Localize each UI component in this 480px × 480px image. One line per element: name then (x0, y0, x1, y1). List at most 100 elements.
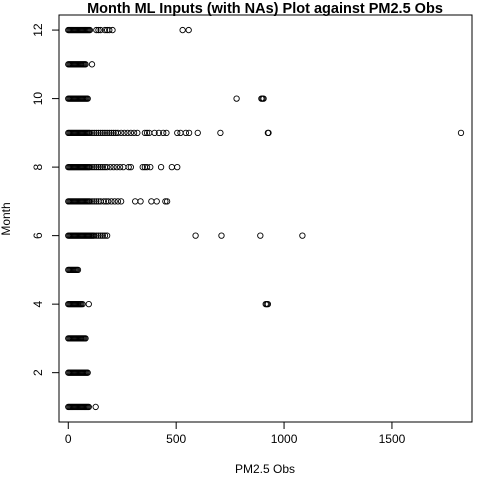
data-point (107, 163, 114, 171)
data-point (91, 198, 98, 205)
data-point (88, 61, 96, 68)
data-point (174, 163, 181, 171)
data-point (91, 163, 98, 171)
data-point (116, 163, 124, 171)
data-point (153, 198, 160, 205)
data-point (155, 129, 163, 137)
data-point (93, 129, 100, 137)
data-point (125, 163, 132, 171)
data-point (74, 266, 82, 274)
data-point (264, 300, 272, 308)
data-point (168, 163, 176, 171)
data-point (97, 163, 104, 171)
data-point (93, 232, 100, 239)
data-point (265, 129, 272, 137)
data-point (113, 163, 120, 171)
data-point (177, 129, 184, 137)
data-point (86, 129, 94, 137)
data-point (143, 129, 151, 137)
data-point (137, 198, 144, 205)
data-point (114, 198, 122, 205)
data-point (157, 163, 165, 171)
data-point (97, 129, 104, 137)
data-point (185, 26, 192, 34)
data-point (101, 232, 109, 239)
data-point (218, 232, 225, 239)
data-point (88, 129, 96, 137)
y-tick-label: 8 (31, 163, 45, 170)
data-point (82, 61, 89, 68)
chart-title: Month ML Inputs (with NAs) Plot against … (87, 1, 443, 17)
data-point (100, 198, 108, 205)
data-point (174, 129, 181, 137)
data-point (95, 163, 102, 171)
data-point (88, 198, 96, 205)
data-point (79, 300, 86, 308)
data-point (217, 129, 224, 137)
data-point (109, 26, 116, 34)
data-point (86, 26, 94, 34)
data-point (127, 129, 135, 137)
data-point (103, 232, 111, 239)
data-point (260, 95, 267, 102)
data-point (108, 198, 115, 205)
x-tick-label: 500 (166, 432, 186, 446)
y-tick-label: 2 (31, 369, 45, 376)
data-point (84, 95, 91, 102)
data-point (179, 26, 186, 34)
data-point (114, 129, 122, 137)
data-point (151, 129, 158, 137)
data-point (148, 198, 155, 205)
data-point (95, 26, 102, 34)
data-point (110, 129, 117, 137)
data-point (163, 198, 171, 205)
x-tick-label: 0 (65, 432, 72, 446)
data-point (99, 163, 106, 171)
data-point (162, 198, 169, 205)
data-point (143, 163, 151, 171)
data-point (93, 198, 100, 205)
data-point (97, 26, 104, 34)
data-point (85, 403, 92, 411)
data-point (93, 26, 100, 34)
x-axis: 0 500 1000 1500 (65, 421, 406, 446)
data-point (101, 26, 109, 34)
data-point (120, 163, 127, 171)
data-point (111, 198, 118, 205)
y-tick-label: 10 (31, 92, 45, 106)
data-point (192, 232, 199, 239)
data-point (91, 129, 98, 137)
data-point (84, 369, 91, 376)
plot-frame (58, 14, 473, 423)
x-tick-label: 1500 (379, 432, 406, 446)
data-point (127, 163, 135, 171)
data-point (101, 129, 109, 137)
data-point (106, 129, 113, 137)
data-point (160, 129, 167, 137)
data-point (86, 163, 94, 171)
data-point (257, 232, 264, 239)
data-point (163, 129, 170, 137)
data-points (65, 26, 465, 411)
data-point (117, 198, 125, 205)
data-point (97, 232, 104, 239)
data-point (91, 232, 98, 239)
data-point (182, 129, 190, 137)
data-point (121, 129, 128, 137)
data-point (82, 335, 89, 342)
data-point (124, 129, 131, 137)
data-point (95, 129, 102, 137)
y-tick-label: 12 (31, 23, 45, 37)
data-point (103, 163, 111, 171)
data-point (185, 129, 193, 137)
data-point (99, 232, 106, 239)
x-tick-label: 1000 (271, 432, 298, 446)
data-point (108, 129, 115, 137)
data-point (99, 129, 106, 137)
data-point (132, 198, 139, 205)
data-point (110, 163, 117, 171)
data-point (134, 129, 141, 137)
y-tick-label: 6 (31, 232, 45, 239)
y-axis-label: Month (0, 202, 13, 235)
data-point (147, 163, 154, 171)
